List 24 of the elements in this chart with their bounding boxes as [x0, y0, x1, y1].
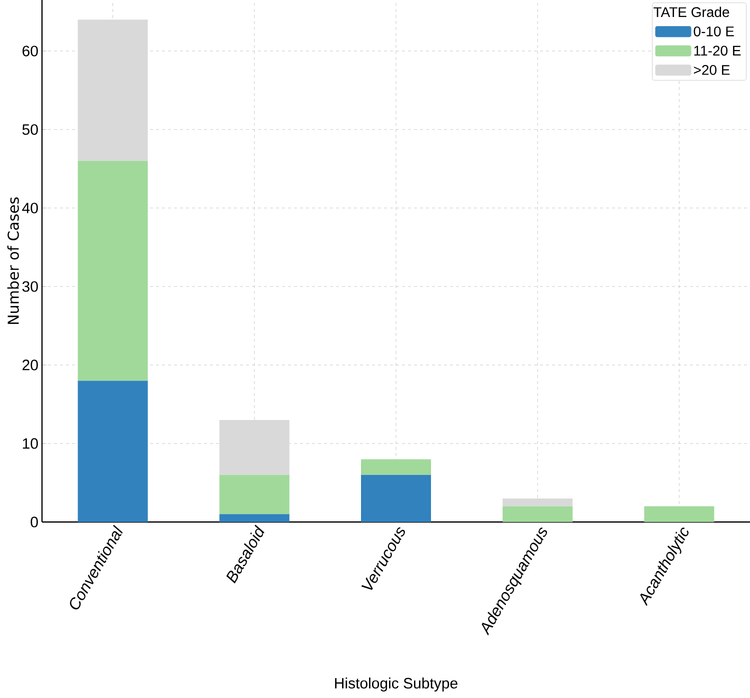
y-tick-label: 50 [22, 124, 38, 135]
bar [644, 506, 714, 522]
bar [78, 160, 148, 381]
y-tick-label: 20 [22, 360, 38, 370]
y-tick-label: 0 [30, 516, 38, 528]
bar [78, 380, 148, 522]
y-tick-label: 30 [22, 281, 38, 292]
bar [361, 474, 431, 522]
bar [219, 420, 290, 475]
legend-label: 0-10 E [694, 26, 734, 36]
y-tick-label: 10 [22, 438, 38, 449]
legend-title: TATE Grade [654, 6, 730, 18]
y-tick-label: 60 [22, 46, 38, 56]
bar [502, 506, 573, 522]
y-axis-title: Number of Cases [7, 197, 19, 324]
legend-label: 11-20 E [694, 46, 741, 56]
legend-label: >20 E [694, 64, 730, 75]
bar [219, 474, 290, 514]
bar [361, 459, 431, 475]
y-tick-label: 40 [22, 202, 38, 214]
bar [502, 498, 573, 506]
bar [219, 514, 290, 522]
bar [78, 20, 148, 161]
x-axis-title: Histologic Subtype [335, 678, 458, 692]
